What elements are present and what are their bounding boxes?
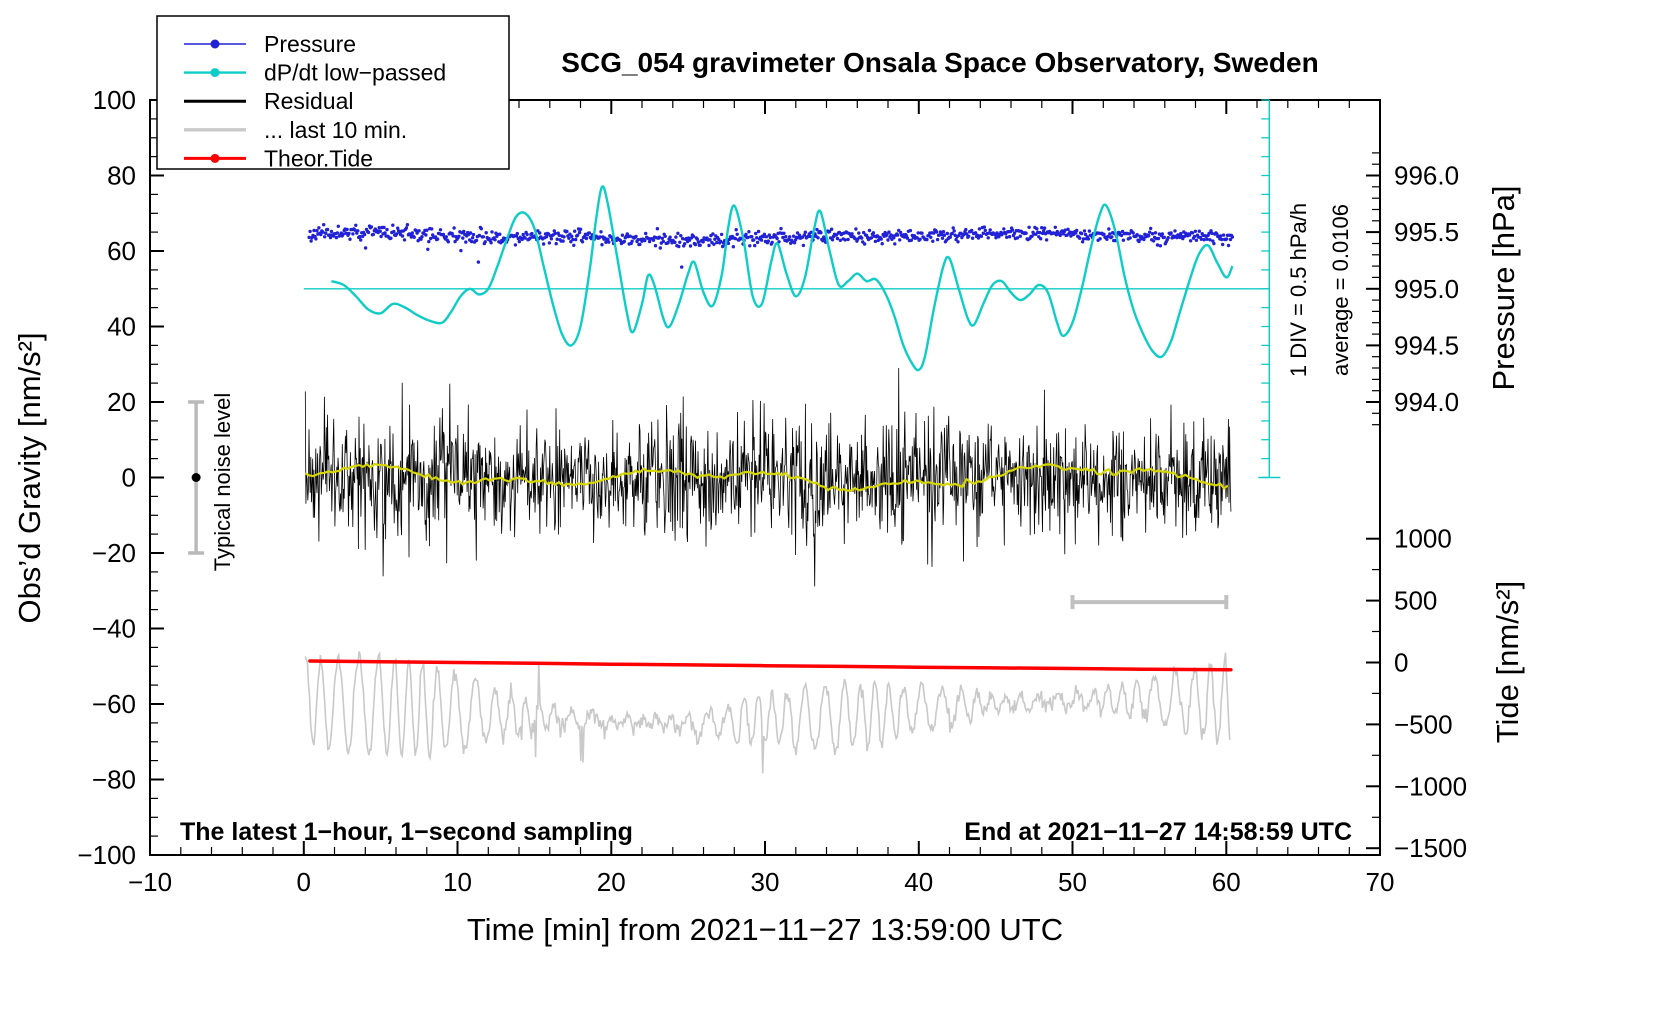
x-tick-label: 20 — [597, 867, 626, 897]
end-time-note: End at 2021−11−27 14:58:59 UTC — [964, 818, 1352, 846]
x-tick-label: 60 — [1212, 867, 1241, 897]
y-tick-label: 40 — [107, 312, 136, 342]
legend-box — [156, 15, 510, 170]
series-last10 — [304, 650, 1231, 774]
x-axis-label: Time [min] from 2021−11−27 13:59:00 UTC — [467, 912, 1063, 947]
tide-tick-label: 1000 — [1394, 524, 1452, 554]
legend-item-label: Pressure — [264, 31, 356, 57]
legend-item: Theor.Tide — [184, 145, 373, 171]
y-axis-label: Obs’d Gravity [nm/s²] — [12, 332, 47, 623]
legend-item-label: Theor.Tide — [264, 145, 373, 171]
tide-tick-label: 500 — [1394, 586, 1437, 616]
legend-item-label: Residual — [264, 88, 354, 114]
y-tick-label: 80 — [107, 161, 136, 191]
series-tide — [308, 659, 1233, 672]
x-tick-label: 0 — [297, 867, 311, 897]
series-pressure — [307, 223, 1235, 269]
legend-item: Residual — [184, 88, 354, 114]
pressure-tick-label: 995.0 — [1394, 274, 1459, 304]
pressure-tick-label: 994.0 — [1394, 387, 1459, 417]
x-tick-label: 50 — [1058, 867, 1087, 897]
y-tick-label: 0 — [122, 463, 136, 493]
x-tick-label: 70 — [1366, 867, 1395, 897]
pressure-axis-label: Pressure [hPa] — [1486, 185, 1521, 390]
tide-tick-label: 0 — [1394, 647, 1408, 677]
y-tick-label: −100 — [77, 840, 136, 870]
reference-markers — [188, 288, 1270, 555]
series-layer — [304, 185, 1235, 774]
x-tick-label: 10 — [443, 867, 472, 897]
plot-frame: −10 0 10 20 30 40 50 60 70100806040200−20−40−60−… — [77, 85, 1467, 897]
noise-level-label: Typical noise level — [210, 393, 235, 572]
noise-level-dot — [191, 473, 201, 482]
legend-sample-dot — [210, 39, 220, 49]
pressure-tick-label: 995.5 — [1394, 217, 1459, 247]
x-tick-label: 30 — [751, 867, 780, 897]
x-tick-label: −10 — [128, 867, 172, 897]
y-tick-label: 20 — [107, 387, 136, 417]
div-scale-label: 1 DIV = 0.5 hPa/h — [1286, 203, 1311, 377]
y-tick-label: 60 — [107, 236, 136, 266]
legend-sample-dot — [210, 68, 220, 78]
y-tick-label: −80 — [92, 765, 136, 795]
pressure-tick-label: 994.5 — [1394, 330, 1459, 360]
tide-tick-label: −1500 — [1394, 833, 1467, 863]
series-residual_smooth — [304, 462, 1229, 492]
y-tick-label: 100 — [93, 85, 136, 115]
x-tick-label: 40 — [904, 867, 933, 897]
tide-tick-label: −1000 — [1394, 771, 1467, 801]
y-tick-label: −40 — [92, 614, 136, 644]
legend-sample-dot — [210, 153, 220, 163]
pressure-tick-label: 996.0 — [1394, 161, 1459, 191]
tide-axis-label: Tide [nm/s²] — [1490, 581, 1525, 744]
generated-chart-layer: −10 0 10 20 30 40 50 60 70100806040200−20−40−60−… — [77, 15, 1467, 897]
legend-item-label: ... last 10 min. — [264, 117, 407, 143]
chart-title: SCG_054 gravimeter Onsala Space Observat… — [561, 47, 1318, 78]
series-dpdt — [331, 185, 1234, 372]
sampling-note: The latest 1−hour, 1−second sampling — [180, 818, 633, 846]
y-tick-label: −20 — [92, 538, 136, 568]
average-label: average = 0.0106 — [1328, 204, 1353, 376]
y-tick-label: −60 — [92, 689, 136, 719]
scale-markers — [1070, 99, 1281, 610]
series-residual — [304, 367, 1232, 587]
legend-item: dP/dt low−passed — [184, 60, 446, 86]
legend-item: ... last 10 min. — [184, 117, 407, 143]
legend-item: Pressure — [184, 31, 356, 57]
tide-tick-label: −500 — [1394, 709, 1453, 739]
legend-item-label: dP/dt low−passed — [264, 60, 446, 86]
